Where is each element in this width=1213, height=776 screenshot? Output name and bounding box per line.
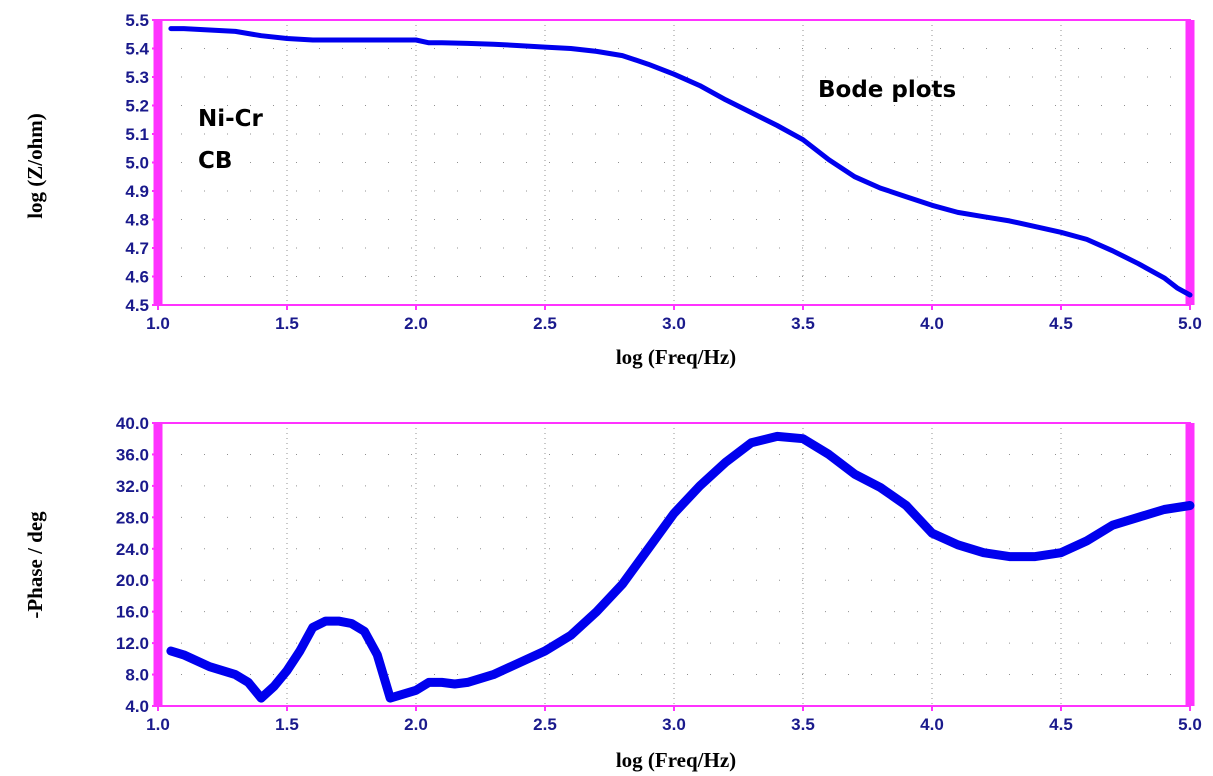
- y-tick-label: 5.5: [125, 11, 149, 30]
- phase-x-axis-title: log (Freq/Hz): [616, 748, 736, 772]
- sample-label-line1: Ni-Cr: [198, 106, 264, 132]
- y-tick-label: 32.0: [116, 477, 149, 496]
- impedance-series-line: [168, 26, 1193, 298]
- y-tick-label: 8.0: [125, 666, 149, 685]
- impedance-panel: 4.5 4.6 4.7 4.8 4.9 5.0 5.1 5.2 5.3 5.4 5.5 1.0 1.5…: [23, 11, 1202, 369]
- frame-left-edge: [153, 423, 163, 706]
- impedance-gridlines: [158, 20, 1190, 305]
- y-tick-label: 5.3: [125, 68, 149, 87]
- phase-y-axis-title: -Phase / deg: [23, 511, 47, 619]
- phase-x-tick-labels: 1.0 1.5 2.0 2.5 3.0 3.5 4.0 4.5 5.0: [146, 706, 1202, 734]
- frame-right-edge: [1185, 20, 1195, 305]
- y-tick-label: 5.2: [125, 97, 149, 116]
- x-tick-label: 1.5: [275, 715, 299, 734]
- sample-label-line2: CB: [198, 148, 232, 174]
- x-tick-label: 3.0: [662, 314, 686, 333]
- y-tick-label: 5.1: [125, 125, 149, 144]
- y-tick-label: 16.0: [116, 603, 149, 622]
- y-tick-label: 4.6: [125, 268, 149, 287]
- x-tick-label: 2.0: [404, 715, 428, 734]
- x-tick-label: 2.5: [533, 715, 557, 734]
- impedance-plot-frame: [157, 19, 1191, 306]
- x-tick-label: 3.0: [662, 715, 686, 734]
- phase-frame-edges: [153, 423, 1195, 706]
- impedance-x-axis-title: log (Freq/Hz): [616, 345, 736, 369]
- x-tick-label: 4.5: [1049, 715, 1073, 734]
- x-tick-label: 5.0: [1178, 314, 1202, 333]
- y-tick-label: 5.4: [125, 40, 149, 59]
- x-tick-label: 1.0: [146, 314, 170, 333]
- y-tick-label: 20.0: [116, 571, 149, 590]
- phase-y-tick-labels: 4.0 8.0 12.0 16.0 20.0 24.0 28.0 32.0 36.0 40.0: [116, 414, 158, 716]
- x-tick-label: 2.5: [533, 314, 557, 333]
- x-tick-label: 2.0: [404, 314, 428, 333]
- impedance-y-tick-labels: 4.5 4.6 4.7 4.8 4.9 5.0 5.1 5.2 5.3 5.4 5.5: [125, 11, 158, 315]
- x-tick-label: 4.0: [920, 715, 944, 734]
- impedance-y-axis-title: log (Z/ohm): [23, 113, 47, 219]
- impedance-frame-edges: [153, 20, 1195, 305]
- x-tick-label: 1.5: [275, 314, 299, 333]
- plot-label: Bode plots: [818, 77, 956, 103]
- y-tick-label: 4.8: [125, 211, 149, 230]
- y-tick-label: 36.0: [116, 445, 149, 464]
- x-tick-label: 4.5: [1049, 314, 1073, 333]
- y-tick-label: 4.5: [125, 296, 149, 315]
- y-tick-label: 4.9: [125, 182, 149, 201]
- phase-series-line: [166, 431, 1195, 703]
- x-tick-label: 4.0: [920, 314, 944, 333]
- y-tick-label: 5.0: [125, 154, 149, 173]
- frame-right-edge: [1185, 423, 1195, 706]
- phase-panel: 4.0 8.0 12.0 16.0 20.0 24.0 28.0 32.0 36.0 40.0 1…: [23, 414, 1202, 772]
- y-tick-label: 4.7: [125, 239, 149, 258]
- x-tick-label: 3.5: [791, 314, 815, 333]
- x-tick-label: 1.0: [146, 715, 170, 734]
- y-tick-label: 12.0: [116, 634, 149, 653]
- y-tick-label: 4.0: [125, 697, 149, 716]
- impedance-x-tick-labels: 1.0 1.5 2.0 2.5 3.0 3.5 4.0 4.5 5.0: [146, 305, 1202, 333]
- y-tick-label: 40.0: [116, 414, 149, 433]
- x-tick-label: 3.5: [791, 715, 815, 734]
- phase-gridlines: [158, 423, 1190, 706]
- y-tick-label: 24.0: [116, 540, 149, 559]
- y-tick-label: 28.0: [116, 508, 149, 527]
- x-tick-label: 5.0: [1178, 715, 1202, 734]
